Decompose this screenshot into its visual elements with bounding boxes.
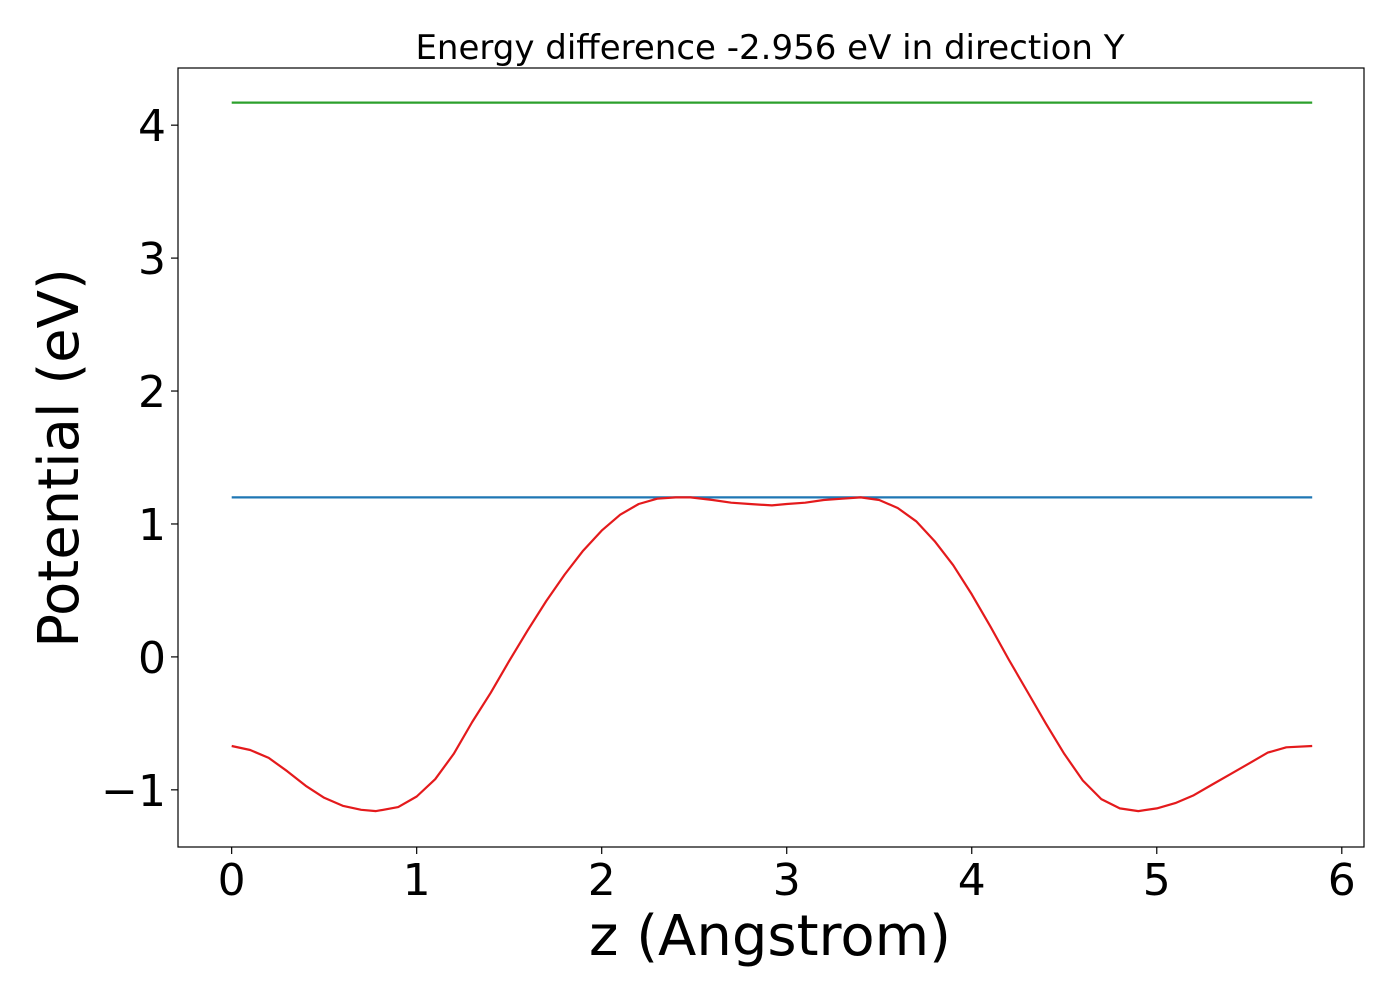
x-axis-title: z (Angstrom)	[589, 904, 951, 969]
y-tick-label: 1	[138, 500, 166, 551]
plot-frame	[177, 67, 1365, 848]
x-tick-label: 3	[773, 855, 801, 906]
y-axis-title: Potential (eV)	[27, 268, 92, 648]
x-tick-label: 6	[1328, 855, 1356, 906]
y-tick-label: −1	[101, 766, 166, 817]
series-line-3	[231, 496, 1313, 813]
y-tick-label: 2	[138, 367, 166, 418]
y-tick-label: 4	[138, 101, 166, 152]
y-tick-label: 3	[138, 234, 166, 285]
ticks-layer: 0 1 2 3 4 5 6 −1 0 1 2 3 4	[101, 101, 1356, 906]
chart-title: Energy difference -2.956 eV in direction…	[415, 28, 1124, 68]
x-tick-label: 5	[1143, 855, 1171, 906]
y-tick-label: 0	[138, 633, 166, 684]
x-tick-label: 4	[958, 855, 986, 906]
x-tick-label: 1	[403, 855, 431, 906]
x-tick-label: 0	[218, 855, 246, 906]
series-layer	[231, 101, 1313, 813]
x-tick-label: 2	[588, 855, 616, 906]
